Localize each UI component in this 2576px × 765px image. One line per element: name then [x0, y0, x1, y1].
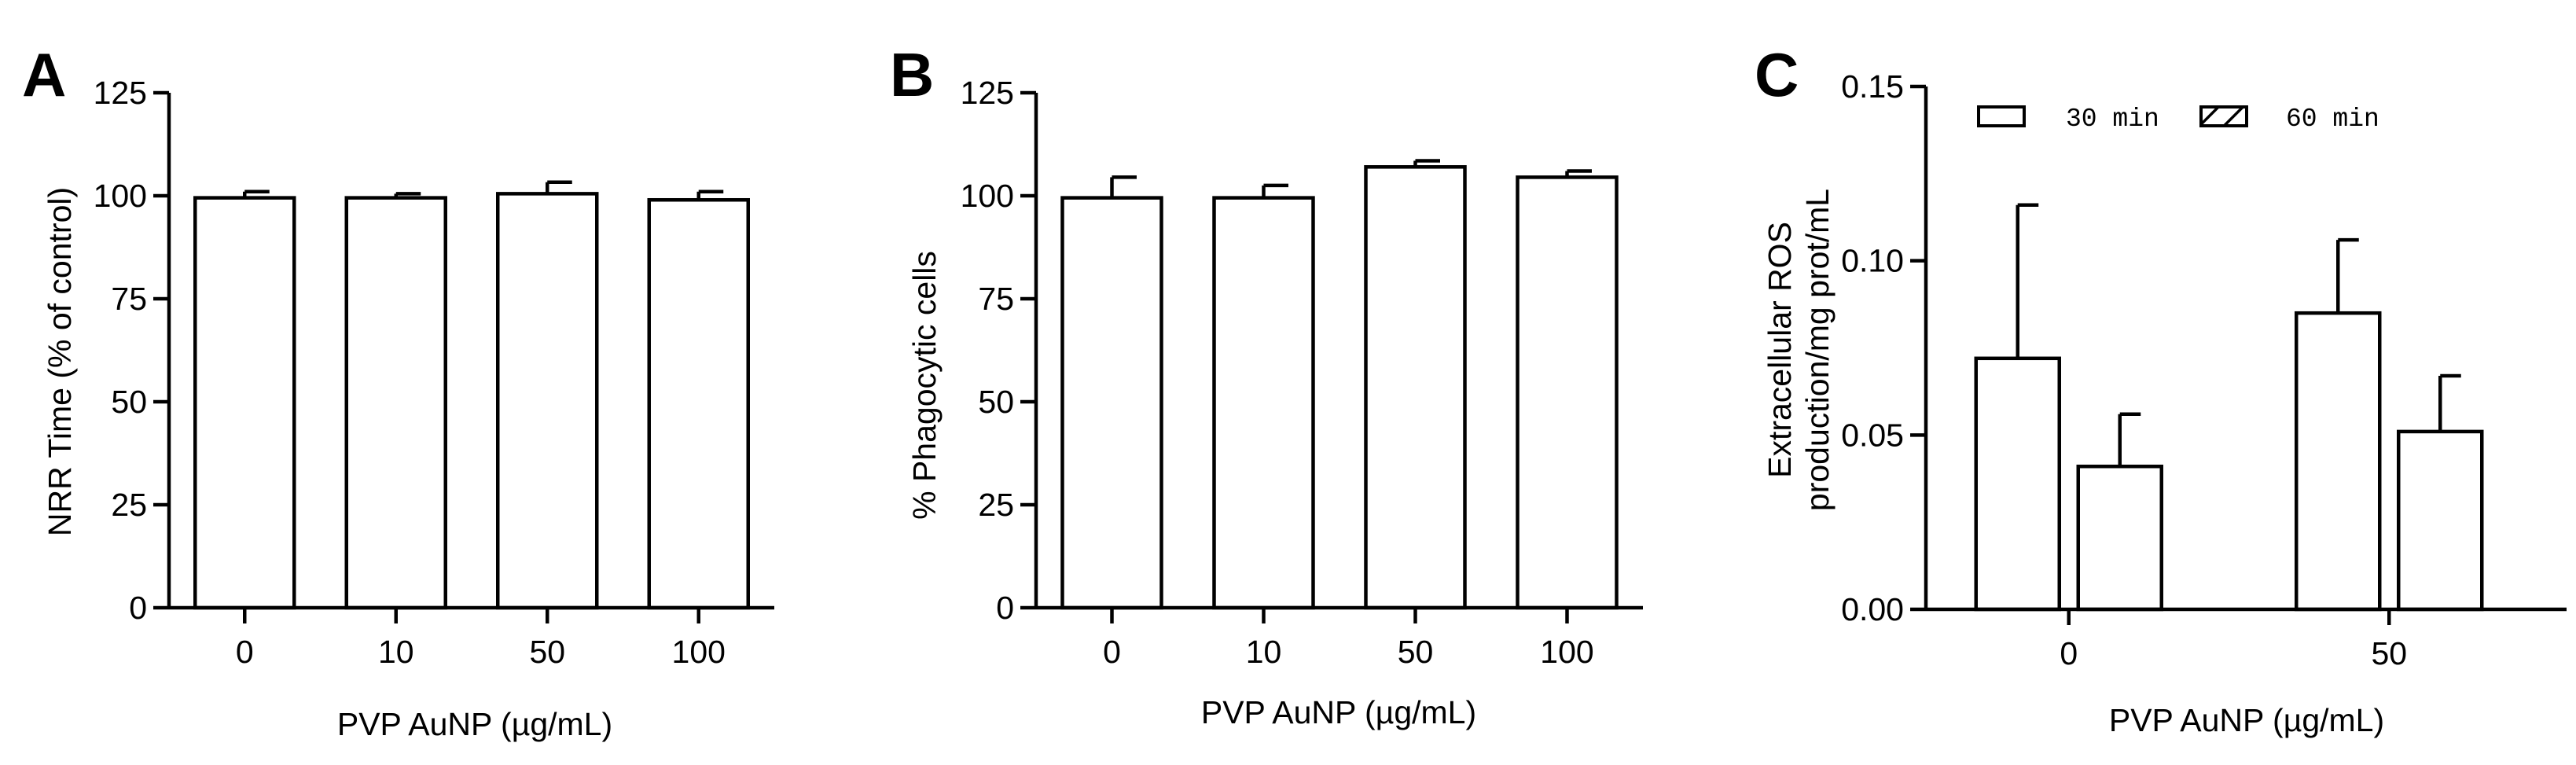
legend-60min-swatch [2199, 105, 2248, 127]
panel-a: A 0 25 50 75 100 125 0 10 50 100 NRR Time (% of c… [22, 40, 774, 742]
x-tick-label: 10 [1246, 634, 1282, 670]
x-tick-label: 50 [1398, 634, 1434, 670]
panel-c-axes: 0.00 0.05 0.10 0.15 0 50 [1841, 68, 2567, 671]
x-tick-label: 50 [529, 634, 565, 670]
x-tick-label: 100 [1540, 634, 1593, 670]
panel-b: B 0 25 50 75 100 125 0 10 50 100 % Phagocytic cel… [890, 40, 1643, 730]
bar [1212, 196, 1315, 610]
panel-c-ylabel-line2: production/mg prot/mL [1799, 189, 1836, 511]
y-tick-label: 0.05 [1841, 417, 1904, 453]
panel-c: C 0.000.050.100.150 50 Extracellular ROS … [1755, 40, 2567, 738]
y-tick-label: 50 [978, 384, 1014, 420]
bar [193, 196, 296, 610]
x-tick-label: 10 [378, 634, 414, 670]
legend-30min-swatch [1977, 105, 2026, 127]
y-tick-label: 50 [111, 384, 147, 420]
panel-a-label: A [22, 40, 66, 109]
x-tick-label: 0 [1103, 634, 1121, 670]
panel-b-bars [1060, 159, 1619, 610]
bar [2076, 464, 2163, 612]
y-tick-label: 125 [961, 75, 1014, 111]
panel-b-xlabel: PVP AuNP (µg/mL) [1201, 694, 1476, 730]
panel-c-bars [1974, 203, 2484, 612]
bar [647, 197, 750, 610]
x-tick-label: 0 [2060, 635, 2078, 671]
bar [496, 192, 599, 610]
y-tick-label: 0 [996, 590, 1014, 626]
y-tick-label: 25 [978, 487, 1014, 523]
panel-a-ylabel: NRR Time (% of control) [42, 187, 78, 536]
y-tick-label: 100 [961, 178, 1014, 214]
y-tick-label: 0 [129, 590, 147, 626]
x-tick-label: 50 [2371, 635, 2407, 671]
panel-c-ylabel-line1: Extracellular ROS [1762, 222, 1798, 478]
panel-a-xlabel: PVP AuNP (µg/mL) [337, 706, 612, 742]
panel-c-legend: 30 min 60 min [1977, 105, 2379, 134]
panel-a-bars [193, 180, 750, 610]
panel-b-axes: 0 25 50 75 100 125 0 10 50 100 [961, 75, 1643, 670]
bar [2295, 311, 2382, 612]
bar [1364, 165, 1467, 610]
y-tick-label: 0.10 [1841, 243, 1904, 279]
legend-30min-label: 30 min [2066, 105, 2159, 134]
y-tick-label: 25 [111, 487, 147, 523]
bar [344, 196, 447, 610]
panel-b-ylabel: % Phagocytic cells [906, 251, 943, 520]
x-tick-label: 100 [672, 634, 726, 670]
bar [2397, 429, 2484, 612]
y-tick-label: 125 [94, 75, 147, 111]
y-tick-label: 75 [978, 281, 1014, 317]
bar [1060, 196, 1163, 610]
x-tick-label: 0 [236, 634, 254, 670]
panel-c-label: C [1755, 40, 1799, 109]
y-tick-label: 0.00 [1841, 591, 1904, 627]
panel-a-axes: 0 25 50 75 100 125 0 10 50 100 [94, 75, 774, 670]
y-tick-label: 75 [111, 281, 147, 317]
y-tick-label: 100 [94, 178, 147, 214]
bar [1516, 175, 1619, 610]
y-tick-label: 0.15 [1841, 68, 1904, 105]
bar [1974, 356, 2061, 612]
legend-60min-label: 60 min [2286, 105, 2379, 134]
panel-b-label: B [890, 40, 934, 109]
panel-c-xlabel: PVP AuNP (µg/mL) [2109, 702, 2384, 738]
